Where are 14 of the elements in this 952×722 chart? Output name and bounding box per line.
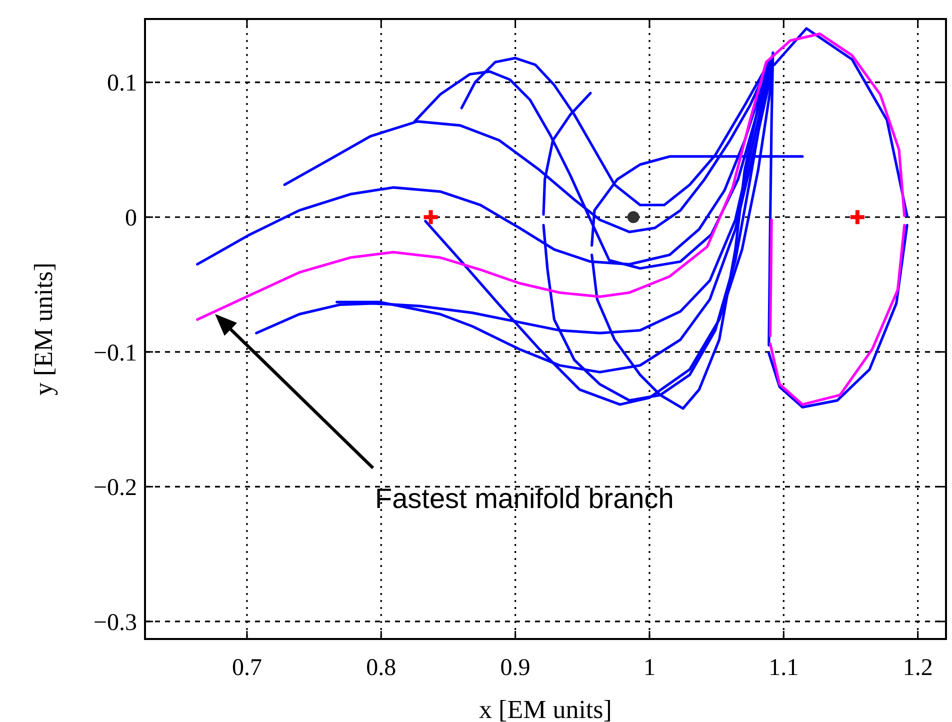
x-tick-label: 1.2 bbox=[902, 655, 933, 681]
x-tick-label: 0.9 bbox=[500, 655, 530, 681]
y-tick-label: −0.1 bbox=[93, 340, 137, 366]
x-axis-title: x [EM units] bbox=[479, 695, 612, 722]
x-tick-label: 0.7 bbox=[232, 655, 262, 681]
annotation: Fastest manifold branch bbox=[375, 483, 674, 514]
y-axis-title: y [EM units] bbox=[29, 262, 58, 396]
y-tick-label: 0.1 bbox=[107, 70, 137, 97]
y-tick-label: −0.2 bbox=[93, 475, 137, 502]
x-tick-label: 0.8 bbox=[366, 655, 396, 681]
y-tick-label: −0.3 bbox=[93, 610, 137, 636]
x-tick-label: 1.1 bbox=[768, 655, 799, 681]
y-tick-label: 0 bbox=[125, 206, 137, 232]
x-tick-label: 1 bbox=[643, 655, 656, 681]
